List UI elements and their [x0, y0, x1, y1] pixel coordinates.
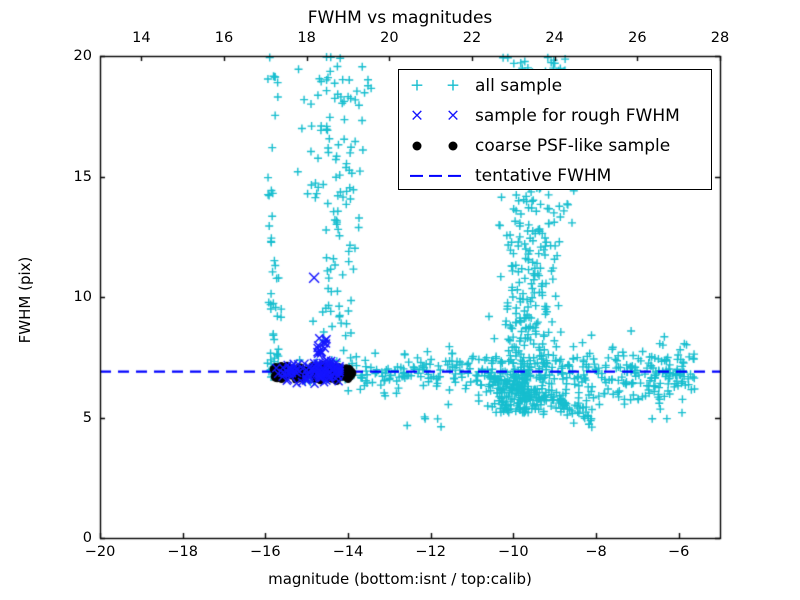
legend-marker-coarse-psf [399, 131, 475, 161]
legend-entry-coarse-psf[interactable]: coarse PSF-like sample [399, 131, 711, 161]
dot-icon [448, 141, 458, 151]
dashed-line-icon [429, 174, 442, 178]
x-tick-label-top: 26 [628, 30, 647, 46]
legend-label-coarse-psf: coarse PSF-like sample [475, 136, 671, 156]
legend-marker-tentative-fwhm [399, 161, 475, 191]
legend-label-all-sample: all sample [475, 76, 563, 96]
x-tick-label-top: 14 [132, 30, 151, 46]
y-tick-label: 0 [82, 530, 92, 546]
x-tick-label-bottom: −18 [167, 544, 198, 560]
x-tick-label-top: 24 [545, 30, 564, 46]
x-tick-label-top: 28 [710, 30, 730, 46]
x-tick-label-top: 16 [214, 30, 234, 46]
dashed-line-icon [410, 174, 423, 178]
y-axis-label: FWHM (pix) [16, 256, 34, 344]
x-tick-label-bottom: −16 [250, 544, 281, 560]
x-tick-label-bottom: −20 [84, 544, 116, 560]
legend[interactable]: + + all sample × × sample for rough FWHM… [398, 69, 712, 190]
x-tick-label-top: 22 [462, 30, 482, 46]
x-tick-label-bottom: −14 [332, 544, 364, 560]
dashed-line-icon [448, 174, 461, 178]
legend-label-tentative-fwhm: tentative FWHM [475, 166, 612, 186]
y-tick-label: 5 [82, 409, 92, 426]
x-tick-label-top: 20 [380, 30, 399, 46]
x-tick-label-bottom: −6 [667, 544, 690, 560]
y-tick-label: 20 [73, 48, 92, 64]
x-tick-label-bottom: −8 [585, 544, 607, 560]
legend-entry-rough-fwhm[interactable]: × × sample for rough FWHM [399, 101, 711, 131]
y-tick-label: 10 [73, 289, 92, 305]
x-tick-label-top: 18 [297, 30, 316, 46]
plus-icon: + [409, 75, 425, 96]
x-tick-label-bottom: −10 [498, 544, 529, 560]
plus-icon: + [445, 75, 461, 96]
cross-icon: × [409, 105, 425, 126]
legend-marker-rough-fwhm: × × [399, 101, 475, 131]
legend-label-rough-fwhm: sample for rough FWHM [475, 106, 680, 126]
legend-entry-tentative-fwhm[interactable]: tentative FWHM [399, 161, 711, 191]
legend-marker-all-sample: + + [399, 71, 475, 101]
dot-icon [412, 141, 422, 151]
page-title: FWHM vs magnitudes [307, 8, 493, 28]
legend-entry-all-sample[interactable]: + + all sample [399, 71, 711, 101]
cross-icon: × [445, 105, 461, 126]
x-tick-label-bottom: −12 [415, 544, 446, 560]
x-axis-label: magnitude (bottom:isnt / top:calib) [268, 570, 532, 588]
y-tick-label: 15 [73, 168, 92, 185]
